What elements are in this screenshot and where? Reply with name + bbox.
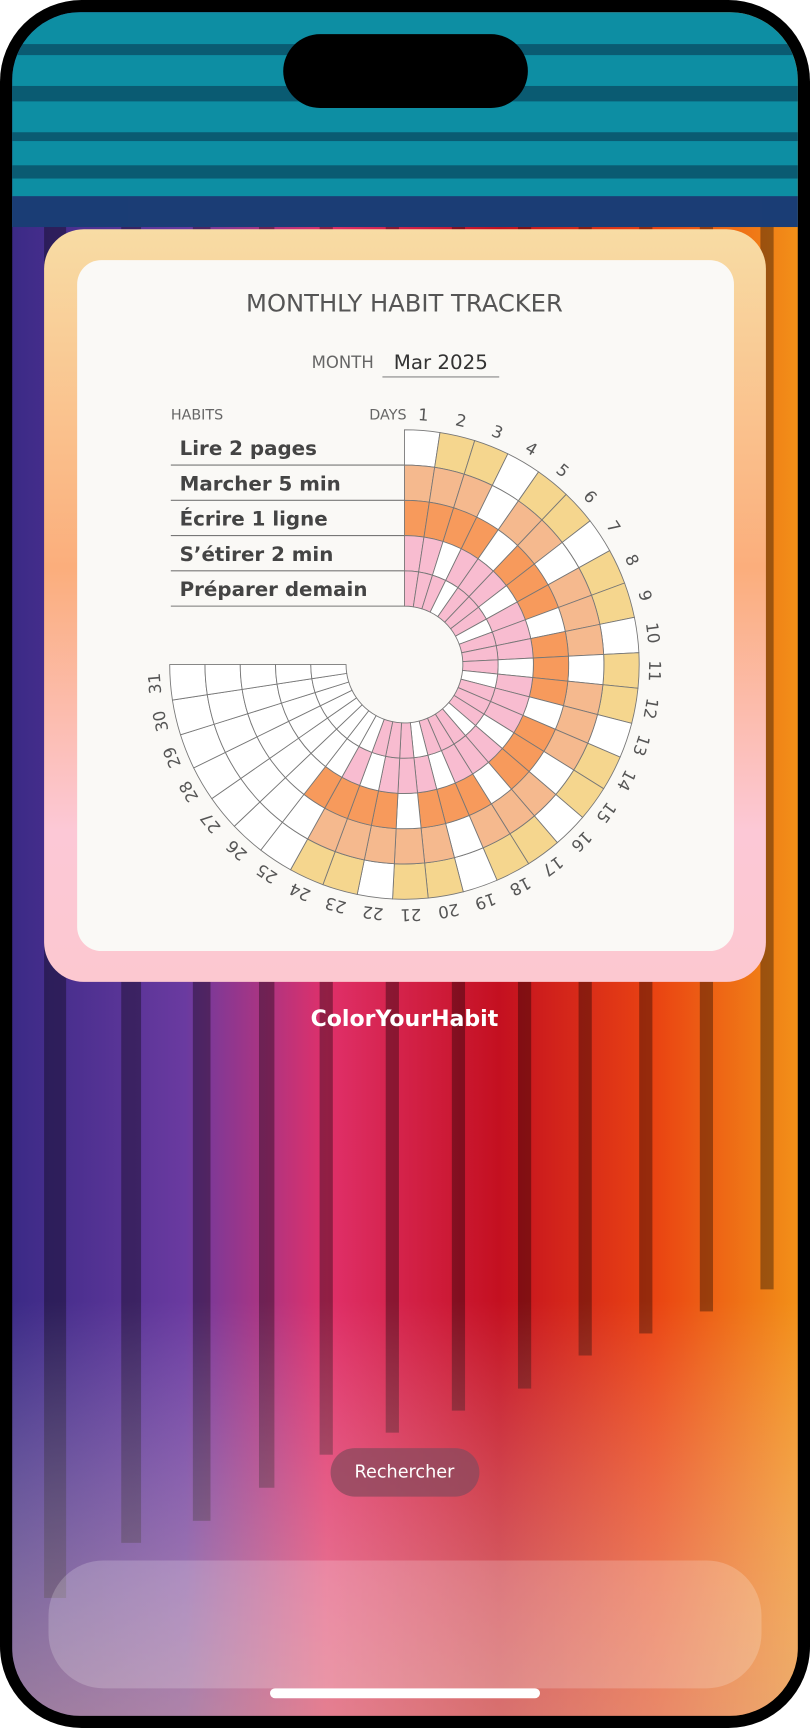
- habit-wheel: Lire 2 pages Marcher 5 min Écrire 1 ligne S…: [145, 405, 665, 924]
- day-label: 2: [454, 410, 469, 431]
- habit-cell: [397, 757, 418, 794]
- habit-cell: [404, 429, 441, 468]
- widget[interactable]: MONTHLY HABIT TRACKER MONTH Mar 2025 HAB…: [44, 229, 766, 982]
- day-label: 22: [361, 902, 384, 924]
- habit-cell: [599, 616, 640, 655]
- home-indicator: [270, 1688, 540, 1699]
- habit-name: Lire 2 pages: [180, 437, 317, 460]
- day-label: 9: [634, 588, 655, 603]
- app-name: ColorYourHabit: [311, 1007, 499, 1032]
- habit-cell: [395, 792, 422, 830]
- month-label: MONTH: [312, 353, 374, 372]
- day-label: 12: [639, 697, 661, 721]
- day-label: 1: [417, 405, 429, 425]
- habits-label: HABITS: [171, 407, 223, 423]
- habit-cell: [169, 664, 208, 701]
- month-value: Mar 2025: [394, 351, 488, 374]
- habit-name: Marcher 5 min: [180, 472, 341, 495]
- habit-cell: [392, 862, 429, 900]
- habit-cell: [602, 652, 640, 689]
- day-label: 31: [145, 672, 166, 694]
- day-label: 20: [437, 900, 461, 922]
- habit-cell: [310, 664, 348, 680]
- day-label: 30: [149, 709, 172, 734]
- search-button[interactable]: Rechercher: [330, 1448, 480, 1497]
- day-label: 21: [400, 905, 421, 925]
- widget-title: MONTHLY HABIT TRACKER: [246, 289, 563, 318]
- habit-cell: [204, 664, 243, 696]
- day-label: 11: [645, 660, 665, 681]
- search-pill: [330, 1448, 480, 1497]
- day-label: 10: [642, 621, 664, 644]
- habit-name: S’étirer 2 min: [180, 543, 334, 566]
- dynamic-island: [283, 34, 528, 108]
- days-label: DAYS: [369, 407, 406, 423]
- habit-name: Préparer demain: [180, 578, 368, 601]
- search-label: Rechercher: [355, 1462, 456, 1482]
- dock: [48, 1560, 762, 1689]
- habit-name: Écrire 1 ligne: [180, 508, 328, 531]
- habit-cell: [567, 653, 605, 686]
- habit-cell: [393, 827, 426, 865]
- habit-cell: [532, 655, 570, 682]
